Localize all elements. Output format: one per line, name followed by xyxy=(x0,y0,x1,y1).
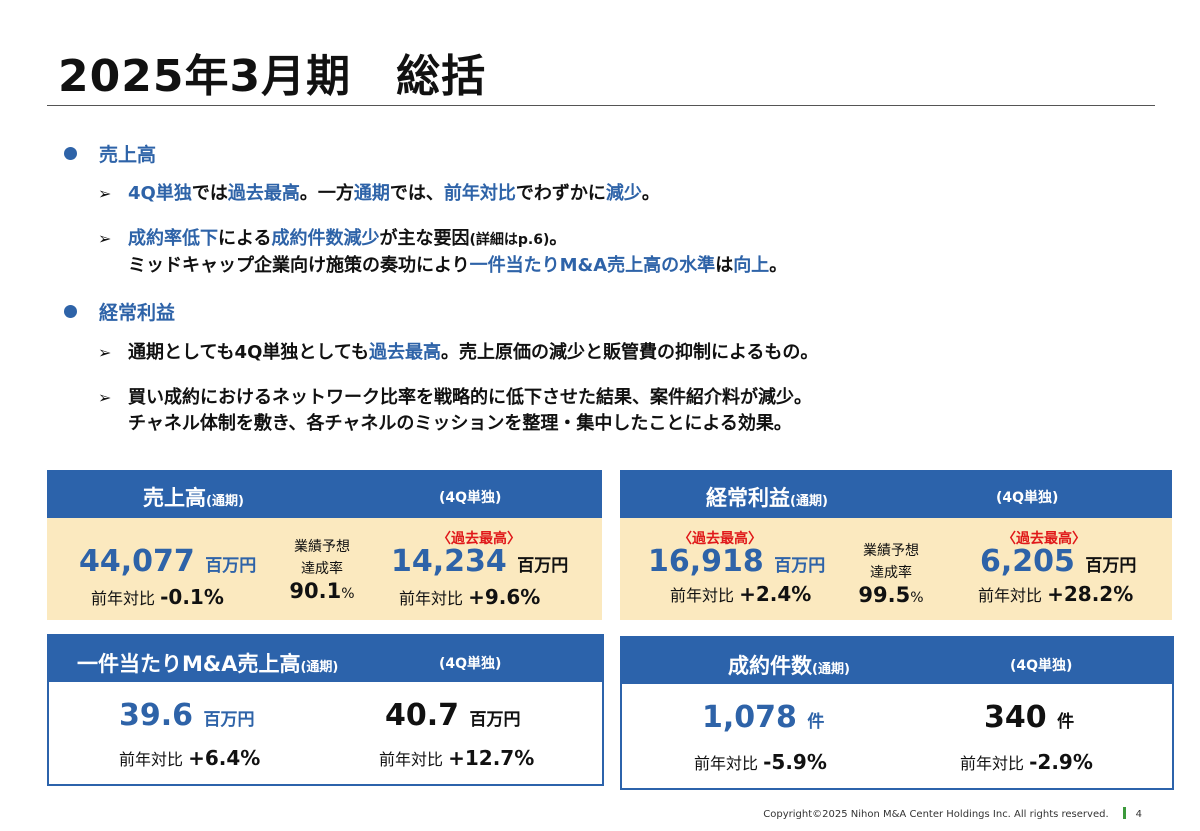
deal-count-card-header: 成約件数(通期) (4Q単独) xyxy=(622,638,1172,684)
profit-q4-record-badge: 〈過去最高〉 xyxy=(1002,531,1086,547)
sales-bullet-1: ➢ 4Q単独では過去最高。一方通期では、前年対比でわずかに減少。 xyxy=(98,181,660,207)
page-footer: Copyright©2025 Nihon M&A Center Holdings… xyxy=(763,807,1142,820)
profit-full-value: 16,918 百万円 xyxy=(648,544,826,579)
per-deal-card-header: 一件当たりM&A売上高(通期) (4Q単独) xyxy=(49,636,602,682)
bullet-dot-icon xyxy=(64,147,77,160)
profit-full-yoy: 前年対比 +2.4% xyxy=(670,582,812,606)
sales-full-value: 44,077 百万円 xyxy=(79,544,257,579)
sales-q4-yoy: 前年対比 +9.6% xyxy=(399,585,541,609)
per-deal-q4-yoy: 前年対比 +12.7% xyxy=(379,746,535,770)
per-deal-full-value: 39.6 百万円 xyxy=(119,698,255,733)
arrow-bullet-icon: ➢ xyxy=(98,184,112,203)
page-number: 4 xyxy=(1135,809,1142,820)
copyright-text: Copyright©2025 Nihon M&A Center Holdings… xyxy=(763,809,1109,820)
section-heading-profit: 経常利益 xyxy=(64,298,175,325)
per-deal-q4-value: 40.7 百万円 xyxy=(385,698,521,733)
sales-forecast-rate: 業績予想 達成率 90.1% xyxy=(289,539,355,603)
profit-bullet-1: ➢ 通期としても4Q単独としても過去最高。売上原価の減少と販管費の抑制によるもの。 xyxy=(98,340,818,366)
sales-summary-card: 売上高(通期) (4Q単独) 44,077 百万円 前年対比 -0.1% 業績予… xyxy=(47,470,602,620)
section-heading-sales: 売上高 xyxy=(64,140,156,167)
sales-card-header: 売上高(通期) (4Q単独) xyxy=(47,470,602,518)
profit-summary-card: 経常利益(通期) (4Q単独) 〈過去最高〉 16,918 百万円 前年対比 +… xyxy=(620,470,1172,620)
footer-accent-bar xyxy=(1122,807,1126,819)
sales-q4-record-badge: 〈過去最高〉 xyxy=(437,531,521,547)
per-deal-sales-card: 一件当たりM&A売上高(通期) (4Q単独) 39.6 百万円 前年対比 +6.… xyxy=(47,634,604,786)
arrow-bullet-icon: ➢ xyxy=(98,229,112,248)
sales-full-yoy: 前年対比 -0.1% xyxy=(91,585,224,609)
deal-count-q4-value: 340 件 xyxy=(984,700,1075,735)
sales-q4-value: 14,234 百万円 xyxy=(391,544,569,579)
profit-card-body: 〈過去最高〉 16,918 百万円 前年対比 +2.4% 業績予想 達成率 99… xyxy=(620,518,1172,620)
deal-count-full-yoy: 前年対比 -5.9% xyxy=(694,750,827,774)
page-title: 2025年3月期 総括 xyxy=(58,51,487,102)
profit-forecast-rate: 業績予想 達成率 99.5% xyxy=(858,543,924,607)
deal-count-full-value: 1,078 件 xyxy=(702,700,825,735)
arrow-bullet-icon: ➢ xyxy=(98,388,112,407)
profit-q4-value: 6,205 百万円 xyxy=(980,544,1137,579)
sales-bullet-2: ➢ 成約率低下による成約件数減少が主な要因(詳細はp.6)。 ミッドキャップ企業向… xyxy=(98,228,788,276)
sales-card-body: 44,077 百万円 前年対比 -0.1% 業績予想 達成率 90.1% 〈過去… xyxy=(47,518,602,620)
profit-q4-yoy: 前年対比 +28.2% xyxy=(978,582,1134,606)
per-deal-full-yoy: 前年対比 +6.4% xyxy=(119,746,261,770)
deal-count-q4-yoy: 前年対比 -2.9% xyxy=(960,750,1093,774)
bullet-dot-icon xyxy=(64,305,77,318)
profit-full-record-badge: 〈過去最高〉 xyxy=(678,531,762,547)
profit-card-header: 経常利益(通期) (4Q単独) xyxy=(620,470,1172,518)
arrow-bullet-icon: ➢ xyxy=(98,343,112,362)
profit-bullet-2: ➢ 買い成約におけるネットワーク比率を戦略的に低下させた結果、案件紹介料が減少。 … xyxy=(98,387,812,434)
deal-count-card: 成約件数(通期) (4Q単独) 1,078 件 前年対比 -5.9% 340 件… xyxy=(620,636,1174,790)
title-divider xyxy=(47,105,1155,106)
